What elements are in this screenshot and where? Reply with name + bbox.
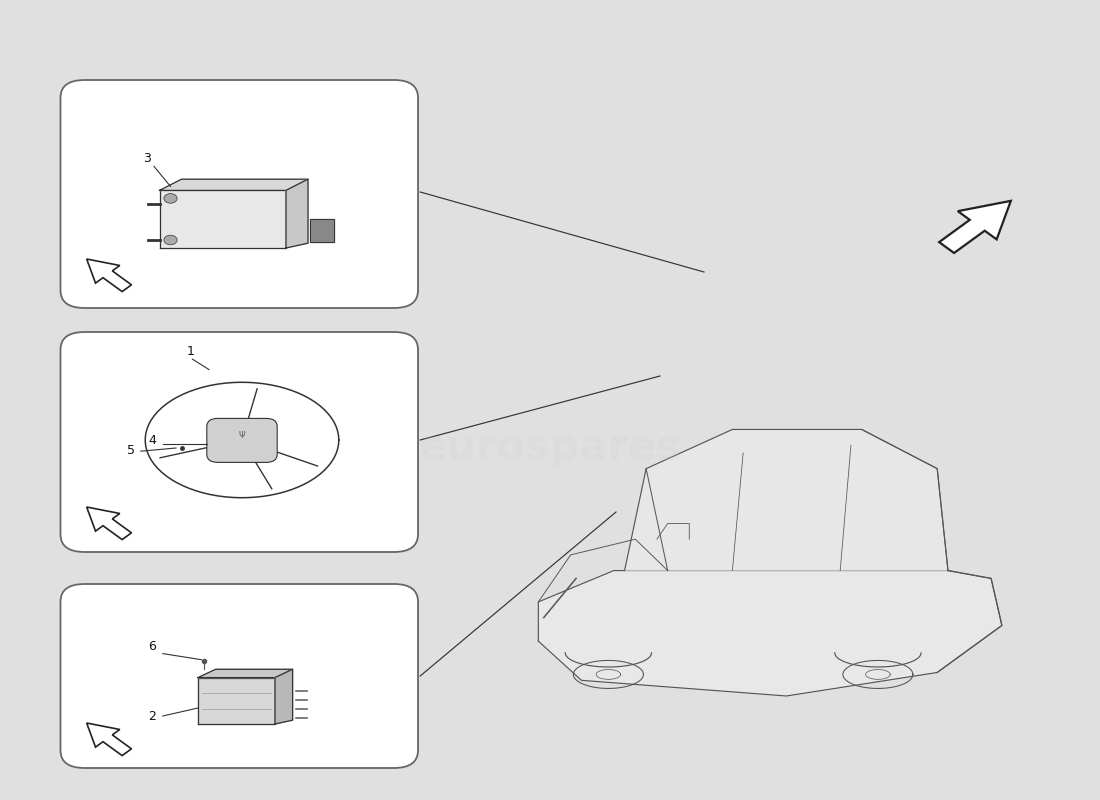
Polygon shape (275, 670, 293, 724)
Polygon shape (286, 179, 308, 248)
Polygon shape (160, 179, 308, 190)
Circle shape (164, 194, 177, 203)
Text: 4: 4 (148, 434, 156, 447)
Polygon shape (87, 723, 132, 756)
Text: 3: 3 (143, 153, 151, 166)
Text: 6: 6 (148, 640, 156, 653)
FancyBboxPatch shape (60, 332, 418, 552)
Polygon shape (625, 430, 948, 570)
Text: Ψ: Ψ (239, 430, 245, 440)
Circle shape (164, 235, 177, 245)
Text: 2: 2 (148, 710, 156, 723)
FancyBboxPatch shape (60, 80, 418, 308)
Polygon shape (538, 570, 1002, 696)
Polygon shape (198, 678, 275, 724)
Polygon shape (87, 259, 132, 292)
Polygon shape (939, 201, 1011, 253)
FancyBboxPatch shape (60, 584, 418, 768)
Polygon shape (160, 190, 286, 248)
FancyBboxPatch shape (207, 418, 277, 462)
Text: 5: 5 (126, 444, 134, 458)
Polygon shape (310, 219, 334, 242)
Text: 1: 1 (187, 345, 195, 358)
Polygon shape (198, 670, 293, 678)
Polygon shape (87, 507, 132, 540)
Text: eurospares: eurospares (418, 427, 682, 469)
